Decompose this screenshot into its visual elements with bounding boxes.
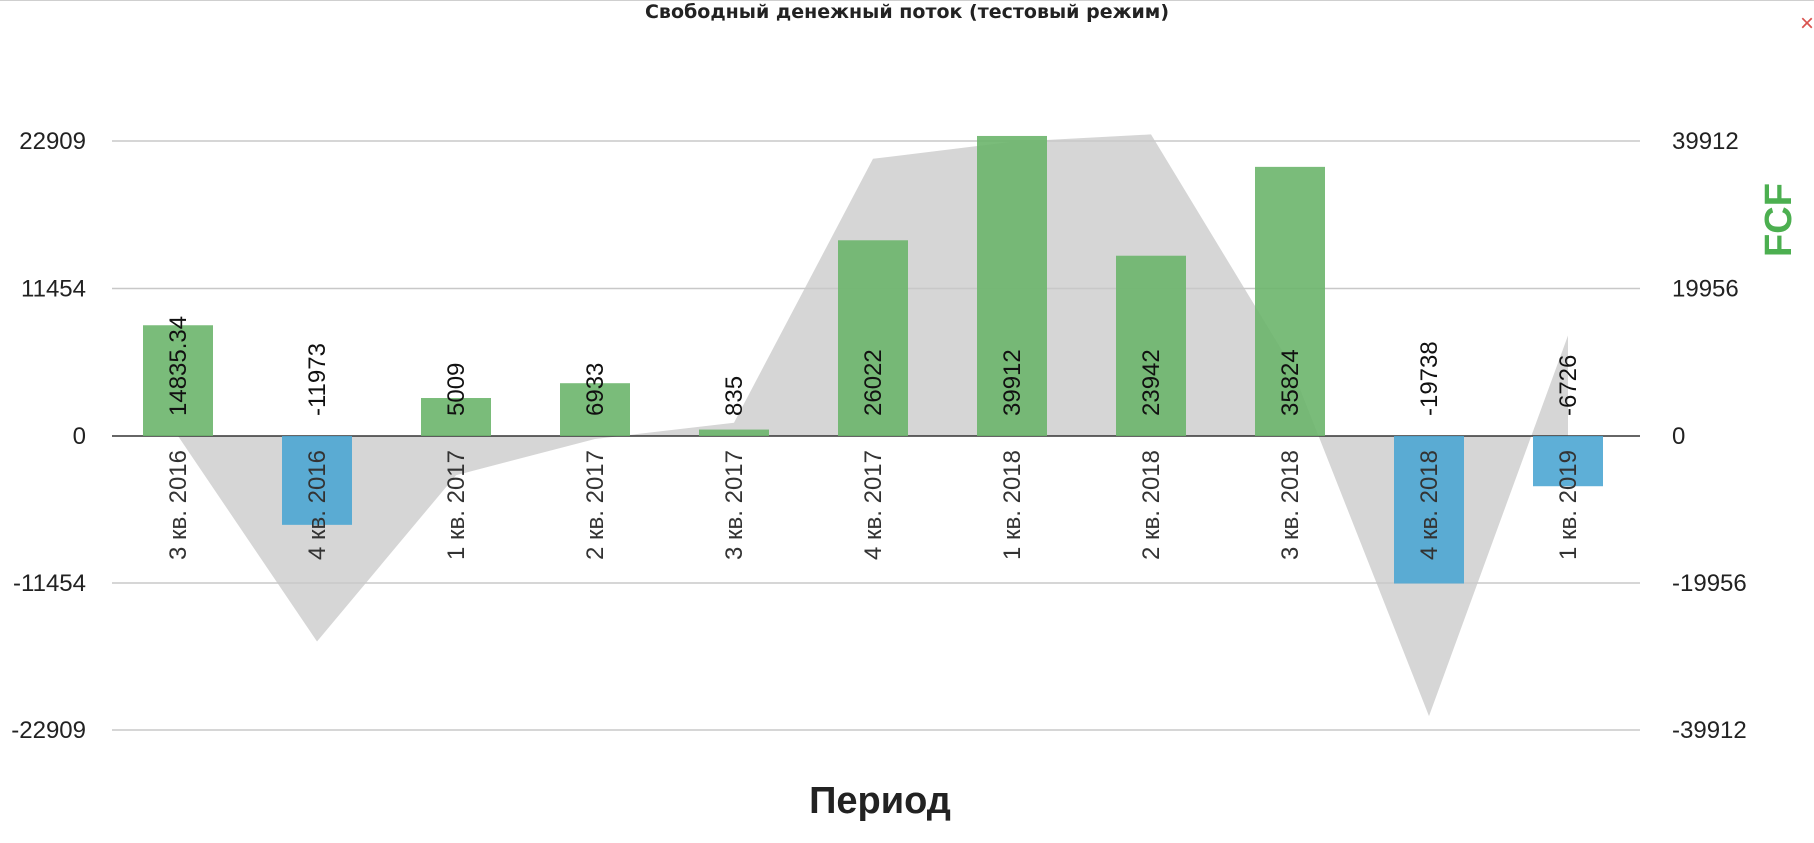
bar[interactable]: [1533, 436, 1603, 487]
label-layer: 14835.34 -11973 5009 6933 835 26022 39912 23942…: [165, 316, 1582, 560]
bar[interactable]: [560, 383, 630, 436]
category-label: 4 кв. 2016: [304, 450, 331, 560]
category-label: 3 кв. 2017: [721, 450, 748, 560]
tick-layer: 22909 11454 0 -11454 -22909 39912 19956 0 -19956…: [11, 128, 1746, 744]
category-label: 1 кв. 2019: [1555, 450, 1582, 560]
bar[interactable]: [421, 398, 491, 436]
right-tick-label: 39912: [1672, 128, 1739, 155]
data-label: 23942: [1138, 349, 1165, 416]
data-label: 5009: [443, 363, 470, 416]
bar[interactable]: [1394, 436, 1464, 584]
y-axis-title: FCF: [1758, 183, 1800, 257]
left-tick-label: 11454: [21, 276, 86, 303]
data-label: 14835.34: [165, 316, 192, 416]
data-label: -11973: [304, 343, 331, 416]
data-label: -6726: [1555, 355, 1582, 416]
right-tick-label: 0: [1672, 423, 1685, 450]
left-tick-label: -11454: [13, 570, 86, 597]
bar[interactable]: [1255, 166, 1325, 436]
right-tick-label: -19956: [1672, 570, 1747, 597]
data-label: 35824: [1277, 349, 1304, 416]
data-label: 835: [721, 376, 748, 416]
bar[interactable]: [977, 135, 1047, 436]
x-axis-title: Период: [809, 780, 951, 822]
bar[interactable]: [1116, 255, 1186, 436]
data-label: 26022: [860, 349, 887, 416]
bar[interactable]: [699, 429, 769, 436]
bar[interactable]: [143, 325, 213, 436]
category-label: 4 кв. 2018: [1416, 450, 1443, 560]
left-tick-label: 22909: [19, 128, 86, 155]
data-label: 39912: [999, 349, 1026, 416]
data-label: -19738: [1416, 341, 1443, 416]
chart-title: Свободный денежный поток (тестовый режим…: [644, 1, 1170, 23]
category-label: 1 кв. 2017: [443, 450, 470, 560]
right-tick-label: -39912: [1672, 717, 1747, 744]
category-label: 2 кв. 2018: [1138, 450, 1165, 560]
close-icon[interactable]: ×: [1800, 10, 1814, 37]
data-label: 6933: [582, 363, 609, 416]
top-border: [0, 0, 1814, 1]
category-label: 3 кв. 2016: [165, 450, 192, 560]
bar[interactable]: [838, 240, 908, 436]
category-label: 4 кв. 2017: [860, 450, 887, 560]
category-label: 1 кв. 2018: [999, 450, 1026, 560]
left-tick-label: 0: [73, 423, 86, 450]
category-label: 3 кв. 2018: [1277, 450, 1304, 560]
bar-layer: [143, 135, 1603, 584]
right-tick-label: 19956: [1672, 276, 1739, 303]
left-tick-label: -22909: [11, 717, 86, 744]
bar[interactable]: [282, 436, 352, 525]
category-label: 2 кв. 2017: [582, 450, 609, 560]
